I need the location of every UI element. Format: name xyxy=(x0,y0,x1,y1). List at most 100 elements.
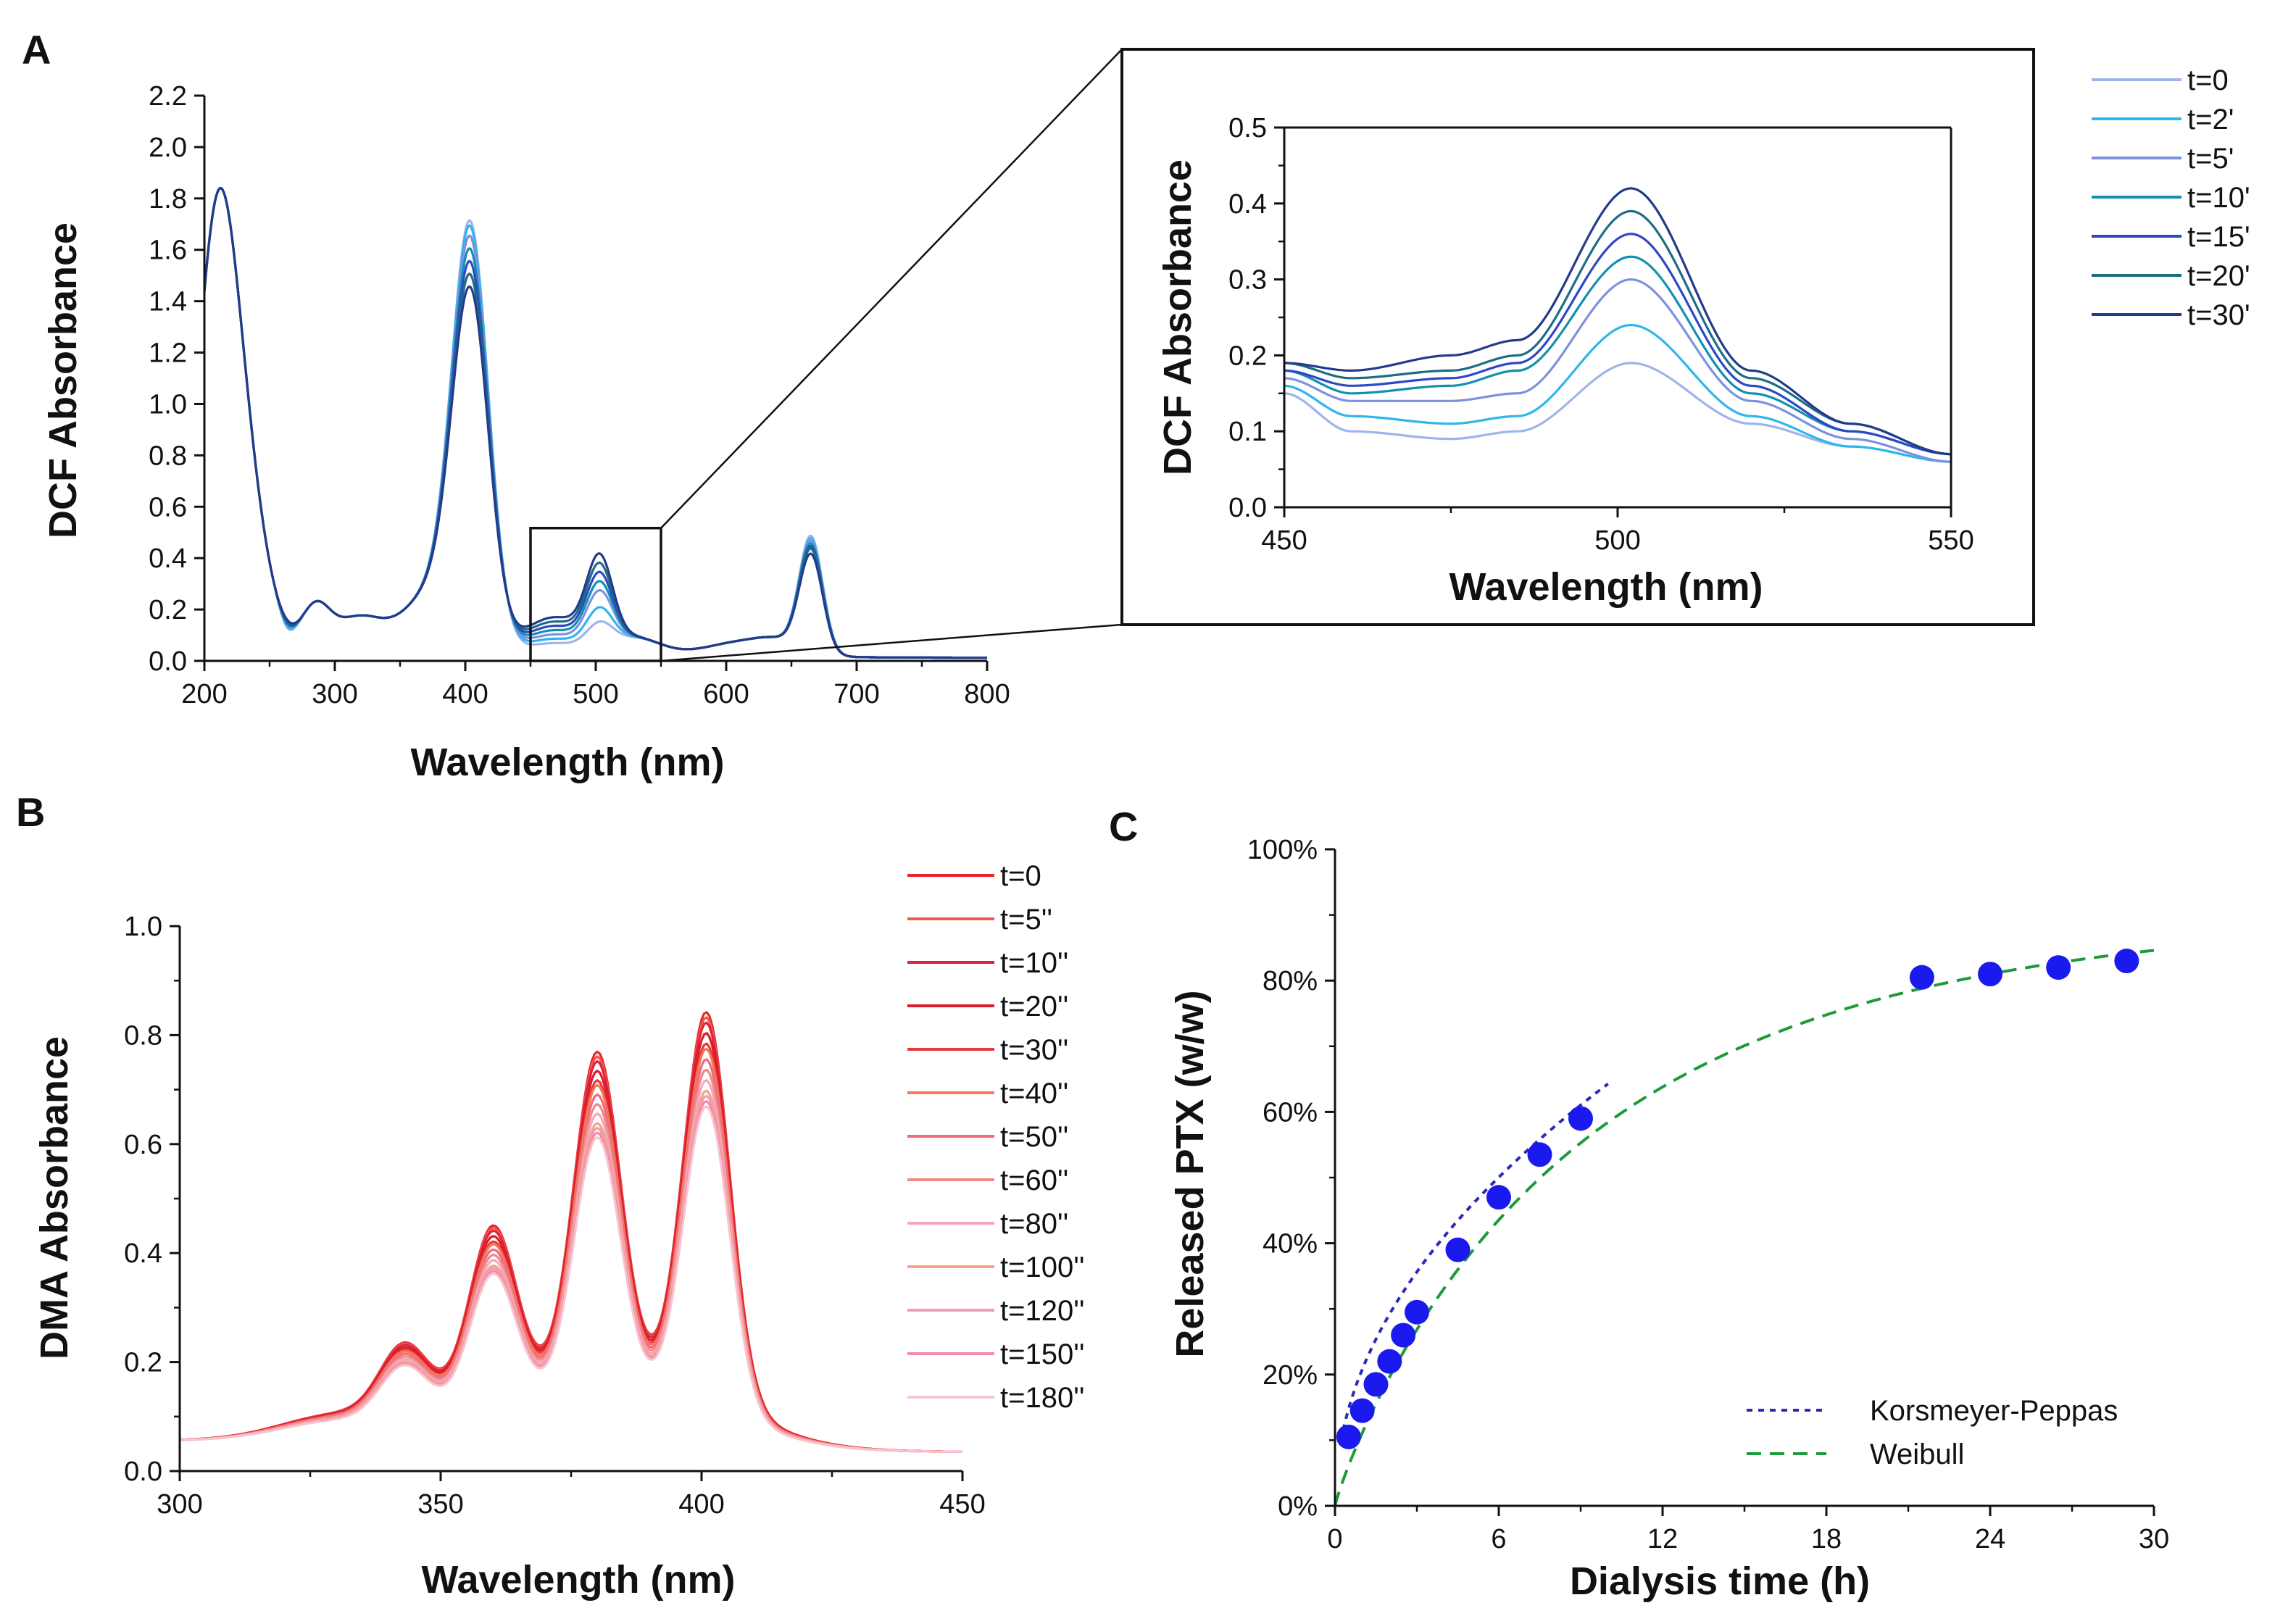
panel-b-y-tick-label: 0.0 xyxy=(124,1457,162,1487)
panel-b-legend-label: t=40'' xyxy=(1000,1078,1068,1109)
panel-b-axes: 300 350 400 450 0.0 0.2 0.4 0.6 0.8 1.0 xyxy=(124,912,986,1520)
panel-a-series-line xyxy=(203,187,987,659)
panel-c-data-point xyxy=(1527,1142,1552,1167)
panel-c-x-tick-label: 30 xyxy=(2139,1524,2169,1554)
panel-b-y-tick-label: 0.4 xyxy=(124,1238,162,1269)
panel-a-inset-x-tick-label: 550 xyxy=(1928,525,1973,556)
panel-a-x-tick-label: 500 xyxy=(573,679,618,709)
panel-a-series-line xyxy=(203,187,987,659)
panel-c-data-point xyxy=(1978,962,2002,987)
panel-a-y-tick-label: 2.2 xyxy=(149,81,187,112)
panel-c-data-point xyxy=(1445,1237,1471,1262)
panel-c-y-tick-label: 60% xyxy=(1263,1097,1318,1128)
panel-a-y-tick-label: 0.4 xyxy=(149,543,187,574)
panel-c-legend: Korsmeyer-Peppas Weibull xyxy=(1747,1395,2118,1470)
panel-c-data-point xyxy=(1377,1349,1402,1374)
panel-c-legend-label: Korsmeyer-Peppas xyxy=(1870,1395,2118,1427)
panel-c-chart: 0 6 12 18 24 30 0% 20% 40% 60% 80% 100% Dialysis ti… xyxy=(1168,835,2169,1603)
panel-b-legend-label: t=20'' xyxy=(1000,991,1068,1023)
panel-c-x-tick-label: 24 xyxy=(1975,1524,2005,1554)
panel-b-legend-label: t=60'' xyxy=(1000,1165,1068,1196)
panel-a-y-axis-title: DCF Absorbance xyxy=(41,222,85,538)
panel-c-data-points xyxy=(1336,949,2139,1449)
panel-b-x-tick-label: 400 xyxy=(678,1489,724,1520)
panel-c-x-tick-label: 18 xyxy=(1811,1524,1842,1554)
panel-c-y-tick-label: 0% xyxy=(1278,1491,1318,1522)
panel-b-legend: t=0 t=5'' t=10'' t=20'' t=30'' t=40'' t=50'' t=… xyxy=(907,860,1084,1414)
panel-a-zoom-connector xyxy=(660,623,1123,662)
panel-c-y-axis-title: Released PTX (w/w) xyxy=(1168,990,1212,1357)
panel-b-legend-label: t=100'' xyxy=(1000,1251,1084,1283)
panel-a-inset-series-line xyxy=(1284,233,1952,456)
panel-b-legend-label: t=0 xyxy=(1000,860,1041,892)
panel-a-inset-chart: 450 500 550 0.0 0.1 0.2 0.3 0.4 0.5 Wavelength (… xyxy=(1120,48,2035,626)
panel-a-inset-axes: 450 500 550 0.0 0.1 0.2 0.3 0.4 0.5 xyxy=(1228,113,1974,556)
panel-a-inset-y-tick-label: 0.4 xyxy=(1228,189,1267,220)
panel-b-series-line xyxy=(179,1099,962,1453)
panel-c-data-point xyxy=(1363,1372,1389,1397)
panel-b-legend-label: t=150'' xyxy=(1000,1338,1084,1370)
panel-a-series-line xyxy=(203,187,987,659)
panel-b-y-axis-title: DMA Absorbance xyxy=(33,1036,76,1359)
panel-a-legend-label: t=10' xyxy=(2187,182,2250,214)
panel-a-inset-y-tick-label: 0.0 xyxy=(1228,493,1267,523)
panel-a-zoom-box xyxy=(529,526,662,662)
panel-c-korsmeyer-peppas-fit-line xyxy=(1342,1083,1609,1430)
panel-a-y-tick-label: 0.2 xyxy=(149,595,187,625)
panel-b-legend-label: t=30'' xyxy=(1000,1034,1068,1066)
panel-c-data-point xyxy=(1336,1424,1361,1449)
panel-a-y-tick-label: 0.8 xyxy=(149,441,187,471)
panel-c-y-tick-label: 20% xyxy=(1263,1360,1318,1391)
panel-c-data-point xyxy=(2114,949,2139,974)
panel-a-inset-series-line xyxy=(1284,323,1951,463)
panel-a-series-line xyxy=(203,187,987,659)
panel-b-legend-label: t=10'' xyxy=(1000,947,1068,979)
panel-b-legend-label: t=80'' xyxy=(1000,1208,1068,1240)
panel-c-data-point xyxy=(1909,965,1934,990)
panel-a-series-line xyxy=(203,187,987,659)
panel-b-y-tick-label: 1.0 xyxy=(124,912,162,942)
panel-a-inset-y-tick-label: 0.5 xyxy=(1228,113,1267,143)
panel-a-series-line xyxy=(203,187,987,659)
panel-c-y-tick-label: 80% xyxy=(1263,966,1318,996)
panel-b-x-tick-label: 450 xyxy=(939,1489,985,1520)
panel-a-x-tick-label: 200 xyxy=(181,679,227,709)
panel-b-x-tick-label: 300 xyxy=(157,1489,202,1520)
panel-label-c: C xyxy=(1109,804,1138,849)
panel-c-data-point xyxy=(1568,1106,1593,1131)
panel-c-weibull-fit-line xyxy=(1334,949,2155,1507)
panel-a-y-tick-label: 1.4 xyxy=(149,287,187,317)
panel-c-data-point xyxy=(1405,1299,1429,1325)
panel-a-y-tick-label: 1.0 xyxy=(149,389,187,420)
panel-c-data-point xyxy=(1391,1323,1416,1348)
panel-label-b: B xyxy=(16,789,45,835)
panel-c-x-tick-label: 12 xyxy=(1647,1524,1678,1554)
panel-a-inset-x-tick-label: 450 xyxy=(1261,525,1307,556)
panel-a-legend-label: t=15' xyxy=(2187,221,2250,253)
panel-a-legend-label: t=2' xyxy=(2187,104,2234,136)
panel-b-legend-label: t=5'' xyxy=(1000,904,1052,936)
panel-b-x-axis-title: Wavelength (nm) xyxy=(421,1558,735,1602)
panel-a-y-tick-label: 1.6 xyxy=(149,236,187,266)
panel-a-legend-label: t=30' xyxy=(2187,299,2250,331)
panel-b-y-tick-label: 0.6 xyxy=(124,1130,162,1160)
panel-c-x-axis-title: Dialysis time (h) xyxy=(1570,1559,1870,1603)
panel-b-series-group xyxy=(179,1010,963,1453)
panel-b-legend-label: t=120'' xyxy=(1000,1295,1084,1327)
panel-a-legend-label: t=5' xyxy=(2187,143,2234,175)
panel-c-data-point xyxy=(1349,1398,1375,1423)
panel-a-x-tick-label: 400 xyxy=(442,679,488,709)
panel-b-chart: 300 350 400 450 0.0 0.2 0.4 0.6 0.8 1.0 Wavelengt… xyxy=(33,912,986,1602)
panel-b-series-line xyxy=(179,1094,962,1453)
panel-a-inset-y-axis-title: DCF Absorbance xyxy=(1156,159,1199,475)
panel-c-legend-label: Weibull xyxy=(1870,1438,1964,1470)
panel-a-x-tick-label: 800 xyxy=(964,679,1010,709)
panel-label-a: A xyxy=(22,27,51,72)
panel-a-inset-x-axis-title: Wavelength (nm) xyxy=(1449,565,1763,609)
panel-c-x-tick-label: 0 xyxy=(1327,1524,1342,1554)
panel-a-legend: t=0 t=2' t=5' t=10' t=15' t=20' t=30' xyxy=(2092,64,2250,331)
panel-a-chart: 200 300 400 500 600 700 800 0.0 0.2 0.4 0.6 0.8 1.0 1… xyxy=(41,81,1010,784)
panel-a-y-tick-label: 0.6 xyxy=(149,492,187,522)
panel-a-inset-x-tick-label: 500 xyxy=(1594,525,1640,556)
